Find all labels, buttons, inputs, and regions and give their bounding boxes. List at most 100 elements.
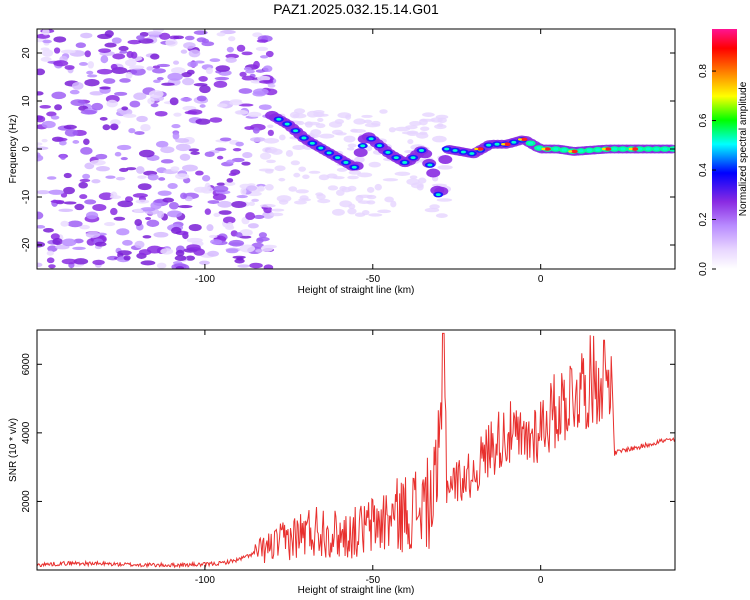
- heatmap-cell: [262, 211, 275, 219]
- heatmap-cell: [343, 135, 356, 143]
- heatmap-cell: [239, 235, 252, 239]
- heatmap-cell: [122, 239, 133, 246]
- heatmap-cell: [347, 143, 357, 148]
- heatmap-cell: [434, 124, 447, 130]
- heatmap-cell: [195, 170, 204, 176]
- heatmap-cell: [84, 50, 91, 58]
- heatmap-cell: [115, 176, 126, 181]
- heatmap-cell: [259, 152, 272, 160]
- heatmap-cell: [83, 138, 90, 146]
- heatmap-cell: [528, 141, 534, 145]
- heatmap-cell: [604, 147, 612, 151]
- heatmap-cell: [102, 124, 111, 131]
- heatmap-cell: [637, 147, 643, 151]
- heatmap-cell: [37, 142, 43, 146]
- heatmap-cell: [171, 226, 182, 235]
- heatmap-cell: [48, 264, 56, 269]
- heatmap-cell: [317, 117, 324, 122]
- heatmap-cell: [239, 229, 253, 237]
- heatmap-cell: [193, 83, 208, 87]
- heatmap-cell: [292, 144, 306, 150]
- heatmap-cell: [73, 258, 89, 265]
- heatmap-cell: [561, 148, 567, 152]
- heatmap-cell: [225, 248, 239, 254]
- heatmap-cell: [59, 140, 67, 146]
- heatmap-cell: [90, 159, 106, 166]
- heatmap-cell: [284, 122, 290, 126]
- x-tick-label: 0: [538, 274, 544, 285]
- heatmap-cell: [269, 212, 284, 217]
- heatmap-cell: [157, 210, 165, 219]
- heatmap-cell: [631, 147, 639, 151]
- heatmap-cell: [654, 147, 660, 151]
- heatmap-cell: [160, 159, 174, 164]
- heatmap-cell: [236, 256, 244, 261]
- heatmap-cell: [245, 212, 256, 220]
- heatmap-cell: [285, 150, 294, 157]
- heatmap-cell: [114, 91, 128, 96]
- heatmap-cell: [142, 235, 152, 239]
- heatmap-cell: [72, 140, 80, 144]
- heatmap-cell: [246, 185, 258, 191]
- heatmap-cell: [299, 195, 309, 201]
- heatmap-cell: [95, 166, 110, 172]
- heatmap-cell: [553, 147, 559, 151]
- heatmap-cell: [317, 198, 331, 204]
- heatmap-cell: [229, 100, 243, 106]
- heatmap-cell: [40, 56, 52, 62]
- heatmap-cell: [136, 115, 148, 123]
- heatmap-cell: [419, 131, 428, 136]
- heatmap-cell: [41, 49, 54, 57]
- heatmap-cell: [258, 232, 268, 238]
- heatmap-cell: [41, 120, 56, 129]
- heatmap-cell: [86, 70, 94, 75]
- heatmap-cell: [213, 212, 221, 217]
- heatmap-cell: [80, 147, 93, 155]
- heatmap-cell: [249, 262, 263, 269]
- heatmap-cell: [147, 173, 159, 181]
- heatmap-cell: [348, 170, 362, 175]
- heatmap-cell: [134, 240, 145, 249]
- heatmap-cell: [157, 190, 172, 196]
- heatmap-cell: [37, 211, 44, 220]
- heatmap-cell: [159, 32, 171, 40]
- heatmap-cell: [118, 45, 129, 52]
- heatmap-cell: [218, 210, 232, 215]
- heatmap-cell: [195, 118, 211, 125]
- heatmap-cell: [595, 148, 601, 152]
- colorbar-tick-label: 0.2: [698, 212, 709, 226]
- heatmap-cell: [184, 35, 195, 41]
- heatmap-cell: [135, 166, 145, 174]
- heatmap-cell: [255, 46, 269, 51]
- heatmap-cell: [202, 174, 211, 182]
- heatmap-cell: [61, 238, 77, 247]
- heatmap-cell: [249, 137, 266, 142]
- heatmap-cell: [175, 138, 190, 144]
- y-tick-label: -20: [21, 237, 32, 252]
- heatmap-cell: [74, 203, 85, 211]
- heatmap-cell: [318, 146, 324, 150]
- heatmap-cell: [154, 110, 168, 117]
- heatmap-cell: [251, 198, 259, 202]
- heatmap-cell: [59, 153, 67, 160]
- heatmap-cell: [296, 120, 305, 126]
- heatmap-cell: [51, 91, 67, 100]
- heatmap-cell: [53, 60, 69, 67]
- heatmap-cell: [517, 138, 522, 141]
- heatmap-cell: [160, 248, 174, 255]
- heatmap-cell: [37, 225, 46, 229]
- colorbar-tick-label: 0.8: [698, 64, 709, 78]
- heatmap-cell: [67, 220, 83, 228]
- heatmap-cell: [179, 153, 191, 161]
- heatmap-cell: [119, 50, 128, 54]
- heatmap-cell: [212, 193, 227, 201]
- snr-x-ticks: -100 -50 0: [195, 330, 544, 586]
- heatmap-cell: [177, 204, 193, 209]
- colorbar-ticks: 0.0 0.2 0.4 0.6 0.8: [698, 64, 716, 276]
- heatmap-cell: [92, 259, 105, 266]
- heatmap-cell: [234, 110, 249, 115]
- heatmap-cell: [368, 213, 383, 217]
- heatmap-cell: [180, 49, 188, 54]
- heatmap-cell: [226, 159, 235, 164]
